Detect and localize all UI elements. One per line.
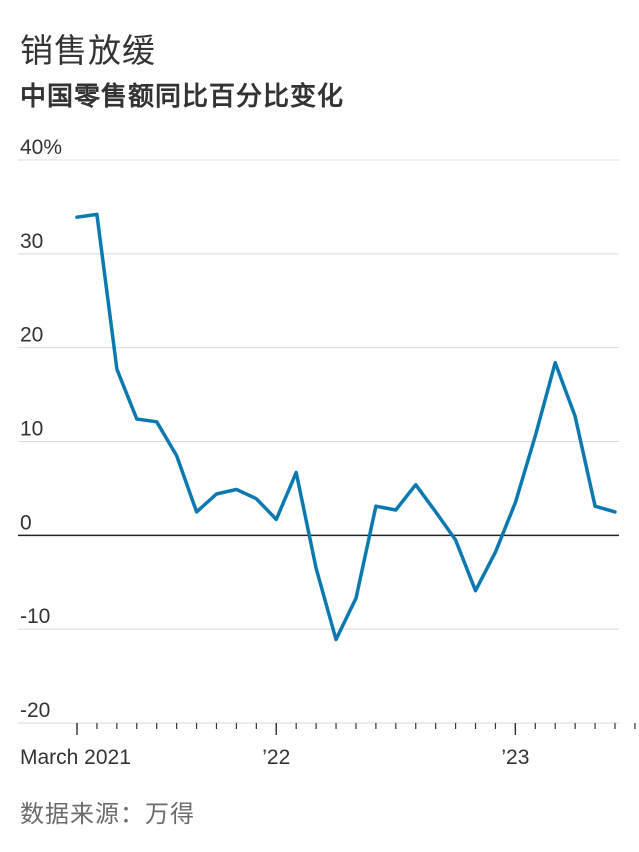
y-tick-label: 20 <box>20 324 43 347</box>
series-layer <box>75 212 617 642</box>
x-axis: March 2021 ’22 ’23 <box>20 723 636 769</box>
y-tick-label: -20 <box>20 699 50 722</box>
chart-title: 销售放缓 <box>20 31 156 70</box>
x-tick-label: ’22 <box>262 746 290 769</box>
source-note: 数据来源：万得 <box>20 800 195 828</box>
x-tick-label: ’23 <box>501 746 529 769</box>
y-axis-tick-labels: 40% 30 20 10 0 -10 -20 <box>20 136 62 722</box>
x-tick-label: March 2021 <box>20 746 131 769</box>
y-tick-label: 30 <box>20 230 43 253</box>
y-tick-label: 40% <box>20 136 62 159</box>
y-tick-label: 10 <box>20 418 43 441</box>
y-tick-label: 0 <box>20 511 32 534</box>
y-tick-label: -10 <box>20 605 50 628</box>
gridlines <box>18 159 619 724</box>
chart-subtitle: 中国零售额同比百分比变化 <box>20 82 345 112</box>
line-chart: 40% 30 20 10 0 -10 -20 March 2021 ’22 ’23 <box>18 136 636 769</box>
series-line <box>75 212 617 642</box>
